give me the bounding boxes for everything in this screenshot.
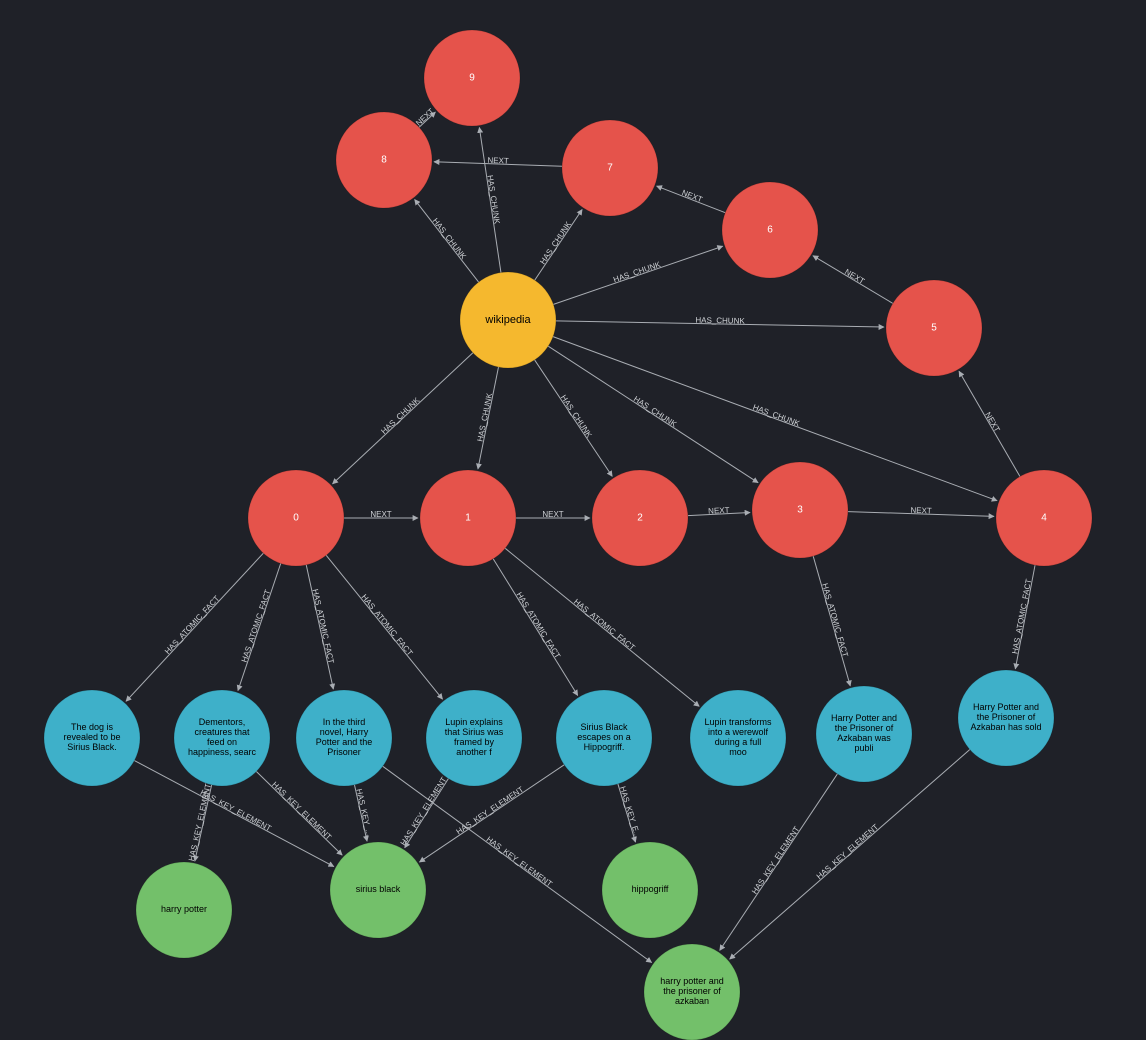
edge-c3-f6[interactable] — [813, 556, 850, 686]
node-f4[interactable]: Sirius Blackescapes on aHippogriff. — [556, 690, 652, 786]
edge-c0-f1[interactable] — [238, 563, 281, 690]
node-f5[interactable]: Lupin transformsinto a werewolfduring a … — [690, 690, 786, 786]
edge-f1-k_hp[interactable] — [195, 785, 212, 861]
edge-label: HAS_KEY_ELEMENT — [750, 825, 801, 896]
edge-label: HAS_ATOMIC_FACT — [820, 582, 850, 658]
node-f6[interactable]: Harry Potter andthe Prisoner ofAzkaban w… — [816, 686, 912, 782]
node-c1[interactable]: 1 — [420, 470, 516, 566]
edge-wikipedia-c6[interactable] — [553, 246, 722, 304]
node-c4[interactable]: 4 — [996, 470, 1092, 566]
edge-wikipedia-c7[interactable] — [535, 210, 582, 281]
edge-c5-c6[interactable] — [813, 256, 893, 304]
edge-c4-f7[interactable] — [1015, 565, 1035, 669]
edge-label: HAS_ATOMIC_FACT — [515, 591, 563, 661]
edge-wikipedia-c0[interactable] — [333, 353, 473, 484]
node-c2[interactable]: 2 — [592, 470, 688, 566]
edge-label: HAS_ATOMIC_FACT — [240, 588, 273, 663]
edge-label: HAS_CHUNK — [431, 216, 469, 261]
node-c8[interactable]: 8 — [336, 112, 432, 208]
edge-label: HAS_CHUNK — [379, 395, 422, 436]
edge-label: HAS_KEY_ELEMENT — [187, 783, 213, 862]
edge-label: HAS_CHUNK — [632, 394, 679, 429]
edge-c1-f4[interactable] — [493, 559, 577, 696]
edge-label: HAS_ATOMIC_FACT — [311, 588, 336, 664]
edge-label: HAS_CHUNK — [752, 403, 802, 429]
edge-label: HAS_KEY_ELEMENT — [399, 775, 449, 847]
node-k_hippo[interactable]: hippogriff — [602, 842, 698, 938]
edge-label: HAS_KEY_ELEMENT — [485, 835, 554, 889]
edge-wikipedia-c2[interactable] — [535, 360, 613, 476]
edge-label: NEXT — [414, 107, 436, 128]
node-c3[interactable]: 3 — [752, 462, 848, 558]
edge-wikipedia-c9[interactable] — [479, 127, 501, 272]
node-k_title[interactable]: harry potter andthe prisoner ofazkaban — [644, 944, 740, 1040]
node-k_sirius[interactable]: sirius black — [330, 842, 426, 938]
node-f1[interactable]: Dementors,creatures thatfeed onhappiness… — [174, 690, 270, 786]
edge-label: HAS_ATOMIC_FACT — [572, 597, 637, 652]
edge-label: NEXT — [843, 267, 866, 286]
edge-c3-c4[interactable] — [848, 512, 994, 517]
edge-c1-f5[interactable] — [505, 548, 699, 706]
node-f2[interactable]: In the thirdnovel, HarryPotter and thePr… — [296, 690, 392, 786]
edge-wikipedia-c5[interactable] — [556, 321, 884, 327]
node-c5[interactable]: 5 — [886, 280, 982, 376]
edge-label: HAS_CHUNK — [559, 393, 594, 440]
node-f3[interactable]: Lupin explainsthat Sirius wasframed byan… — [426, 690, 522, 786]
edge-label: HAS_CHUNK — [538, 219, 573, 266]
edge-label: HAS_KEY_E... — [618, 785, 642, 839]
edge-f3-k_sirius[interactable] — [405, 779, 449, 848]
edge-c7-c8[interactable] — [434, 162, 562, 167]
edge-c4-c5[interactable] — [959, 371, 1020, 476]
edge-label: HAS_KEY_ELEMENT — [270, 780, 333, 842]
node-k_hp[interactable]: harry potter — [136, 862, 232, 958]
edge-f6-k_title[interactable] — [720, 774, 838, 950]
edge-wikipedia-c3[interactable] — [548, 346, 758, 483]
edge-f7-k_title[interactable] — [730, 750, 970, 960]
edge-label: HAS_CHUNK — [612, 260, 662, 285]
edge-c0-f0[interactable] — [126, 553, 263, 701]
edge-label: HAS_ATOMIC_FACT — [360, 593, 415, 658]
edge-label: NEXT — [983, 411, 1002, 434]
edge-label: HAS_ATOMIC_FACT — [163, 594, 221, 656]
node-f0[interactable]: The dog isrevealed to beSirius Black. — [44, 690, 140, 786]
edge-c0-f2[interactable] — [306, 565, 333, 689]
node-c0[interactable]: 0 — [248, 470, 344, 566]
edge-label: HAS_KEY_ELEMENT — [455, 785, 526, 837]
node-wikipedia[interactable]: wikipedia — [460, 272, 556, 368]
edge-c6-c7[interactable] — [657, 186, 726, 213]
edge-c0-f3[interactable] — [326, 555, 442, 699]
node-c6[interactable]: 6 — [722, 182, 818, 278]
edge-label: HAS_KEY_ELEMENT — [815, 822, 881, 881]
node-f7[interactable]: Harry Potter andthe Prisoner ofAzkaban h… — [958, 670, 1054, 766]
graph-canvas[interactable]: HAS_CHUNK HAS_CHUNK HAS_CHUNK HAS_CHUNK HAS_… — [0, 0, 1146, 1040]
edge-wikipedia-c8[interactable] — [415, 200, 479, 283]
edge-c8-c9[interactable] — [419, 112, 435, 127]
node-c7[interactable]: 7 — [562, 120, 658, 216]
edge-c2-c3[interactable] — [688, 512, 750, 515]
edge-f2-k_sirius[interactable] — [354, 785, 367, 841]
edge-wikipedia-c1[interactable] — [478, 367, 499, 469]
node-c9[interactable]: 9 — [424, 30, 520, 126]
edge-f4-k_hippo[interactable] — [618, 784, 636, 842]
